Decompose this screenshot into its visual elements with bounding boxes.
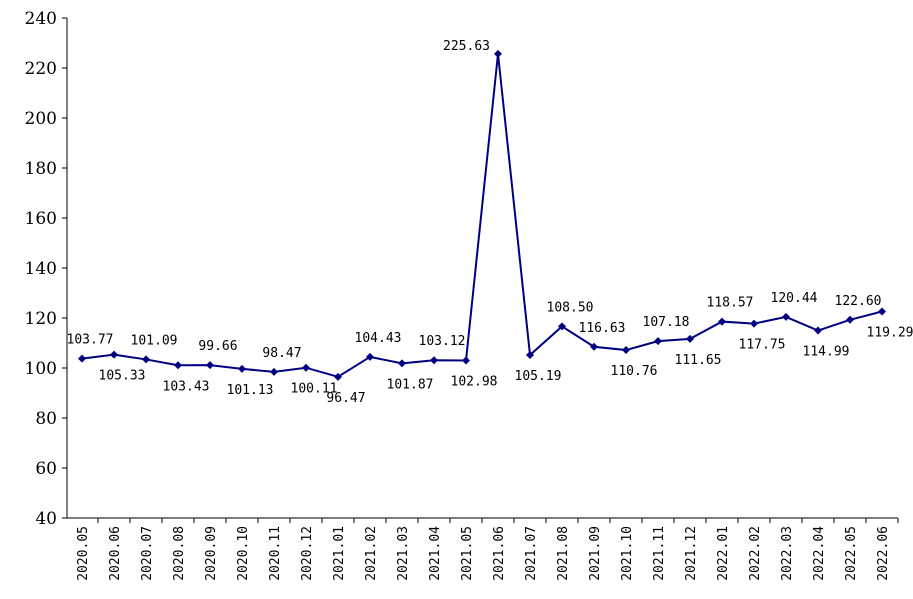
data-label: 101.87	[387, 377, 434, 392]
x-tick-label: 2021.08	[556, 526, 571, 581]
data-label: 96.47	[326, 391, 365, 406]
series-line	[81, 53, 883, 378]
y-tick-label: 40	[35, 509, 57, 529]
data-label: 105.33	[99, 369, 146, 384]
data-label: 105.19	[515, 369, 562, 384]
x-tick-label: 2020.10	[236, 526, 251, 581]
series-line-group	[81, 53, 883, 378]
y-tick-label: 80	[35, 409, 57, 429]
x-tick-label: 2021.06	[492, 526, 507, 581]
data-label: 100.11	[291, 382, 338, 397]
data-point	[750, 319, 758, 328]
x-tick-label: 2022.04	[812, 526, 827, 581]
data-label: 111.65	[675, 353, 722, 368]
data-point	[302, 363, 310, 372]
data-point	[846, 315, 854, 324]
data-point	[686, 334, 694, 343]
data-points	[78, 49, 886, 381]
data-label: 122.60	[835, 294, 882, 309]
y-tick-label: 120	[25, 309, 57, 329]
data-label: 102.98	[451, 375, 498, 390]
data-point	[494, 49, 502, 58]
x-tick-label: 2021.03	[396, 526, 411, 581]
y-tick-label: 180	[25, 159, 57, 179]
data-label: 99.66	[198, 339, 237, 354]
x-tick-label: 2021.10	[620, 526, 635, 581]
y-tick-label: 200	[25, 109, 57, 129]
data-point	[206, 361, 214, 370]
data-point	[782, 312, 790, 321]
x-tick-label: 2022.02	[748, 526, 763, 581]
x-tick-label: 2022.03	[780, 526, 795, 581]
data-point	[814, 326, 822, 335]
x-tick-label: 2020.08	[172, 526, 187, 581]
data-label: 118.57	[707, 296, 754, 311]
data-point	[398, 359, 406, 368]
data-label: 114.99	[803, 345, 850, 360]
data-point	[78, 354, 86, 363]
y-tick-label: 240	[25, 9, 57, 29]
x-tick-label: 2020.11	[268, 526, 283, 581]
data-label: 101.09	[131, 333, 178, 348]
data-label: 116.63	[579, 321, 626, 336]
data-point	[878, 307, 886, 316]
data-point	[622, 346, 630, 355]
x-tick-label: 2020.09	[204, 526, 219, 581]
data-label: 119.29	[867, 326, 913, 341]
x-tick-label: 2020.12	[300, 526, 315, 581]
x-tick-label: 2021.12	[684, 526, 699, 581]
data-label: 120.44	[771, 291, 818, 306]
data-label: 98.47	[262, 346, 301, 361]
data-point	[142, 355, 150, 364]
data-label: 104.43	[355, 331, 402, 346]
x-tick-label: 2020.05	[76, 526, 91, 581]
x-tick-label: 2021.09	[588, 526, 603, 581]
x-tick-label: 2020.06	[108, 526, 123, 581]
x-tick-label: 2020.07	[140, 526, 155, 581]
data-point	[654, 337, 662, 346]
data-point	[590, 342, 598, 351]
x-tick-label: 2021.02	[364, 526, 379, 581]
data-point	[718, 317, 726, 326]
x-tick-label: 2021.07	[524, 526, 539, 581]
data-point	[526, 351, 534, 360]
x-axis: 2020.05 2020.06 2020.07 2020.08 2020.09 2020.…	[67, 517, 899, 581]
data-label: 108.50	[547, 300, 594, 315]
data-point	[334, 372, 342, 381]
y-tick-label: 60	[35, 459, 57, 479]
data-point	[462, 356, 470, 365]
y-tick-label: 220	[25, 59, 57, 79]
data-label: 117.75	[739, 338, 786, 353]
data-point	[110, 350, 118, 359]
x-tick-label: 2021.04	[428, 526, 443, 581]
data-point	[270, 367, 278, 376]
x-tick-label: 2021.11	[652, 526, 667, 581]
y-tick-label: 100	[25, 359, 57, 379]
y-tick-label: 140	[25, 259, 57, 279]
data-point	[558, 322, 566, 331]
x-tick-label: 2021.05	[460, 526, 475, 581]
data-label: 101.13	[227, 383, 274, 398]
data-point	[174, 361, 182, 370]
data-point	[430, 356, 438, 365]
y-axis: 40 60 80 100 120 140 160 180 200 220 240	[25, 9, 68, 529]
data-point	[366, 352, 374, 361]
data-labels: 103.77 105.33 101.09 103.43 99.66 101.13 98.47…	[67, 39, 913, 406]
data-label: 225.63	[443, 39, 490, 54]
data-label: 110.76	[611, 364, 658, 379]
x-tick-label: 2022.01	[716, 526, 731, 581]
x-tick-label: 2022.05	[844, 526, 859, 581]
data-label: 107.18	[643, 315, 690, 330]
data-label: 103.12	[419, 334, 466, 349]
data-label: 103.43	[163, 379, 210, 394]
y-tick-label: 160	[25, 209, 57, 229]
x-tick-label: 2022.06	[876, 526, 891, 581]
data-point	[238, 364, 246, 373]
data-label: 103.77	[67, 333, 114, 348]
x-tick-label: 2021.01	[332, 526, 347, 581]
